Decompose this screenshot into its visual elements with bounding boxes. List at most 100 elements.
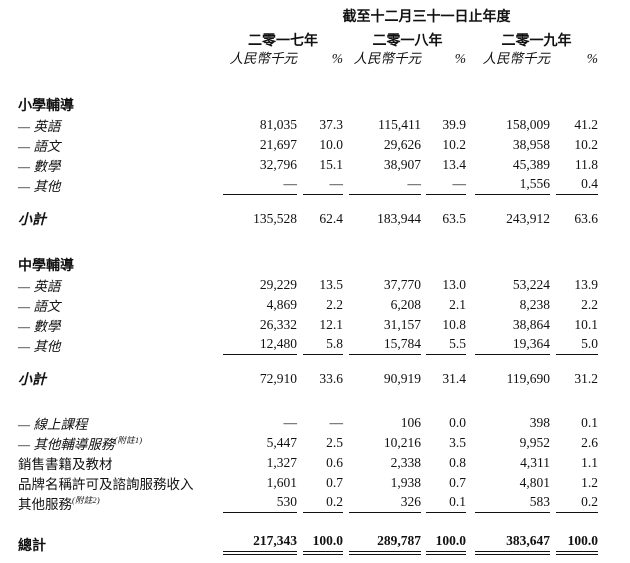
- table-row: — 數學 26,332 12.1 31,157 10.8 38,864 10.1: [18, 315, 598, 335]
- table-row: — 語文 4,869 2.2 6,208 2.1 8,238 2.2: [18, 295, 598, 315]
- row-label: — 英語: [18, 279, 61, 294]
- amount-2018-cell: 2,338: [390, 455, 421, 470]
- amount-2019-cell: 158,009: [506, 117, 550, 132]
- percent-2018-cell: 10.8: [442, 317, 466, 332]
- amount-2017-cell: 32,796: [259, 157, 297, 172]
- row-label: 其他服務(附註2): [18, 494, 100, 513]
- amount-2017-cell: [223, 273, 297, 275]
- percent-2018-cell: 0.7: [449, 475, 466, 490]
- row-label: 小學輔導: [18, 99, 74, 114]
- unit-label-2019: 人民幣千元: [482, 51, 551, 66]
- row-label: 小計: [18, 373, 46, 388]
- amount-2017-cell: 1,327: [266, 455, 297, 470]
- percent-2019-cell: 100.0: [556, 533, 598, 555]
- percent-2018-cell: 100.0: [426, 533, 466, 555]
- row-label: — 英語: [18, 119, 61, 134]
- amount-2017-cell: 72,910: [259, 371, 297, 386]
- table-row: — 英語 29,229 13.5 37,770 13.0 53,224 13.9: [18, 275, 598, 295]
- percent-2019-cell: [556, 273, 598, 275]
- amount-2019-cell: 53,224: [512, 277, 550, 292]
- percent-2017-cell: 13.5: [319, 277, 343, 292]
- percent-2018-cell: 3.5: [449, 435, 466, 450]
- unit-label-2018: 人民幣千元: [353, 51, 422, 66]
- table-row: 小計 72,910 33.6 90,919 31.4 119,690 31.2: [18, 369, 598, 389]
- amount-2019-cell: 383,647: [475, 533, 550, 555]
- percent-2018-cell: 10.2: [442, 137, 466, 152]
- amount-2019-cell: 583: [475, 494, 550, 513]
- table-row: — 數學 32,796 15.1 38,907 13.4 45,389 11.8: [18, 155, 598, 175]
- percent-2019-cell: 2.6: [581, 435, 598, 450]
- amount-2018-cell: 289,787: [349, 533, 421, 555]
- percent-2019-cell: 10.1: [574, 317, 598, 332]
- amount-2019-cell: 45,389: [512, 157, 550, 172]
- percent-2019-cell: 0.1: [581, 415, 598, 430]
- row-label: — 其他輔導服務(附註1): [18, 434, 143, 453]
- table-row: 其他服務(附註2) 530 0.2 326 0.1 583 0.2: [18, 493, 598, 513]
- percent-2019-cell: 5.0: [556, 336, 598, 355]
- amount-2017-cell: 26,332: [259, 317, 297, 332]
- percent-2018-cell: 5.5: [426, 336, 466, 355]
- year-2017-header: 二零一七年: [248, 34, 318, 49]
- percent-2018-cell: [426, 113, 466, 115]
- percent-2017-cell: 5.8: [303, 336, 343, 355]
- amount-2017-cell: 530: [223, 494, 297, 513]
- amount-2017-cell: 5,447: [266, 435, 297, 450]
- table-body: 小學輔導 — 英語 81,035 37.3 115,411 39.9 158,0…: [18, 95, 598, 555]
- year-header-row: 二零一七年 二零一八年 二零一九年: [18, 34, 598, 50]
- unit-header-row: 人民幣千元 % 人民幣千元 % 人民幣千元 %: [18, 51, 599, 69]
- amount-2018-cell: 37,770: [383, 277, 421, 292]
- amount-2019-cell: 4,311: [520, 455, 550, 470]
- amount-2018-cell: 90,919: [383, 371, 421, 386]
- table-row: — 其他 — — — — 1,556 0.4: [18, 175, 598, 195]
- percent-2018-cell: 39.9: [442, 117, 466, 132]
- amount-2019-cell: 119,690: [506, 371, 550, 386]
- percent-2017-cell: [303, 113, 343, 115]
- row-label: 品牌名稱許可及諮詢服務收入: [18, 477, 194, 492]
- amount-2017-cell: 29,229: [259, 277, 297, 292]
- percent-2019-cell: 0.4: [556, 176, 598, 195]
- amount-2017-cell: 217,343: [223, 533, 297, 555]
- percent-2019-cell: 10.2: [574, 137, 598, 152]
- percent-2018-cell: [426, 273, 466, 275]
- percent-label-2017: %: [331, 51, 343, 66]
- percent-2017-cell: 33.6: [319, 371, 343, 386]
- amount-2017-cell: 135,528: [253, 211, 297, 226]
- table-row: — 英語 81,035 37.3 115,411 39.9 158,009 41…: [18, 115, 598, 135]
- row-label: — 數學: [18, 159, 61, 174]
- amount-2017-cell: [223, 113, 297, 115]
- percent-2017-cell: 100.0: [303, 533, 343, 555]
- amount-2018-cell: 6,208: [390, 297, 421, 312]
- footnote-ref: (附註2): [72, 494, 100, 505]
- percent-2017-cell: 12.1: [319, 317, 343, 332]
- amount-2019-cell: [475, 113, 550, 115]
- row-label: — 語文: [18, 299, 61, 314]
- amount-2018-cell: —: [349, 176, 421, 195]
- footnote-ref: (附註1): [114, 434, 143, 445]
- table-row: 小計 135,528 62.4 183,944 63.5 243,912 63.…: [18, 209, 598, 229]
- amount-2019-cell: 4,801: [519, 475, 550, 490]
- percent-2017-cell: 10.0: [319, 137, 343, 152]
- amount-2018-cell: 115,411: [378, 117, 421, 132]
- percent-2019-cell: 31.2: [574, 371, 598, 386]
- percent-2018-cell: 13.0: [442, 277, 466, 292]
- amount-2019-cell: 19,364: [475, 336, 550, 355]
- percent-2019-cell: [556, 113, 598, 115]
- percent-2019-cell: 0.2: [556, 494, 598, 513]
- amount-2018-cell: 31,157: [383, 317, 421, 332]
- amount-2019-cell: [475, 273, 550, 275]
- percent-2019-cell: 2.2: [581, 297, 598, 312]
- table-row: 中學輔導: [18, 255, 598, 275]
- row-label: 中學輔導: [18, 259, 74, 274]
- amount-2017-cell: —: [223, 176, 297, 195]
- amount-2017-cell: —: [283, 415, 298, 430]
- table-row: 銷售書籍及教材 1,327 0.6 2,338 0.8 4,311 1.1: [18, 453, 598, 473]
- amount-2018-cell: 38,907: [383, 157, 421, 172]
- percent-label-2018: %: [454, 51, 466, 66]
- amount-2019-cell: 38,958: [512, 137, 550, 152]
- percent-2019-cell: 41.2: [574, 117, 598, 132]
- percent-2018-cell: 0.0: [449, 415, 466, 430]
- amount-2018-cell: 15,784: [349, 336, 421, 355]
- percent-2017-cell: 37.3: [319, 117, 343, 132]
- table-row: — 語文 21,697 10.0 29,626 10.2 38,958 10.2: [18, 135, 598, 155]
